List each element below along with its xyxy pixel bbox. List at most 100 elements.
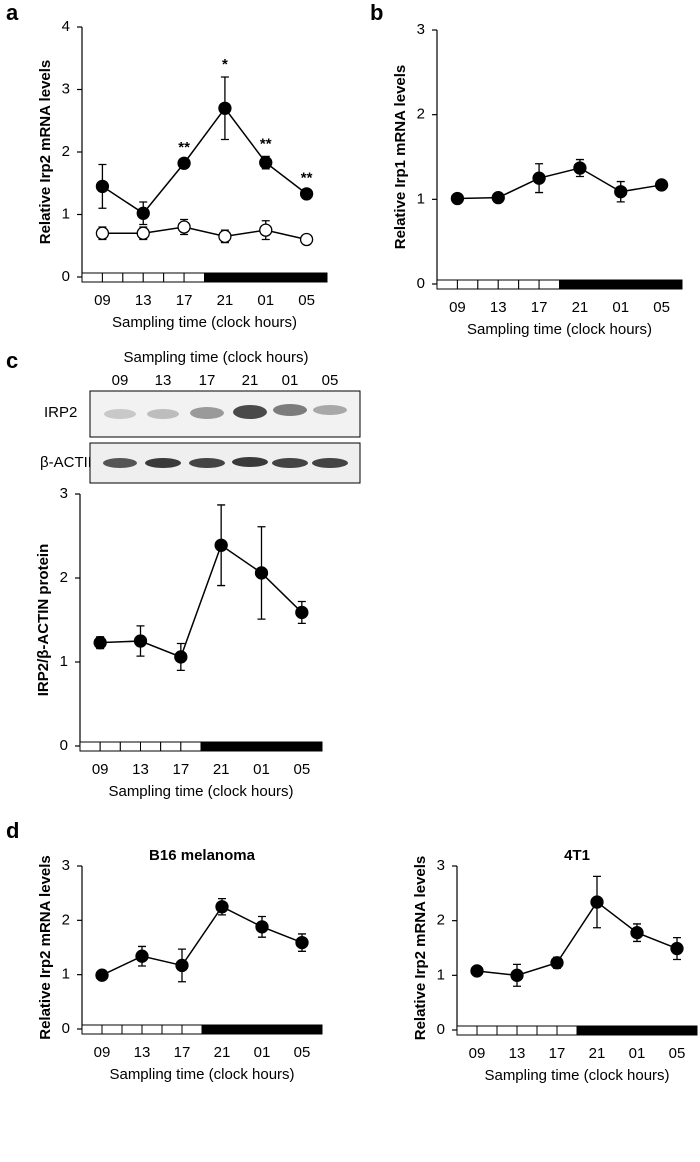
light-dark-bar <box>620 279 642 290</box>
light-dark-bar <box>99 741 121 752</box>
y-axis-label: Relative Irp2 mRNA levels <box>412 856 429 1041</box>
light-dark-bar <box>640 279 663 290</box>
light-dark-bar <box>656 1025 678 1036</box>
x-axis-label: Sampling time (clock hours) <box>467 321 652 338</box>
data-point <box>654 178 669 192</box>
data-point <box>177 156 191 170</box>
band <box>312 458 348 468</box>
data-point <box>299 232 314 247</box>
series-line <box>457 167 662 200</box>
light-dark-bar <box>281 1024 303 1035</box>
light-dark-bar <box>536 1025 558 1036</box>
light-dark-bar <box>676 1025 698 1036</box>
lane-label: 13 <box>155 372 172 389</box>
light-dark-bar <box>261 1024 283 1035</box>
chart-title: B16 melanoma <box>149 847 256 864</box>
light-dark-bar <box>161 1024 183 1035</box>
light-dark-bar <box>661 279 683 290</box>
significance: ** <box>178 139 190 156</box>
x-axis-label: Sampling time (clock hours) <box>109 1066 294 1083</box>
data-point <box>93 636 107 650</box>
x-tick-label: 13 <box>490 299 507 316</box>
x-tick-label: 17 <box>531 299 548 316</box>
light-dark-bar <box>576 1025 598 1036</box>
x-axis-label: Sampling time (clock hours) <box>108 783 293 800</box>
data-point <box>299 187 314 201</box>
band <box>273 404 307 416</box>
x-axis-label: Sampling time (clock hours) <box>112 314 297 331</box>
x-tick-label: 05 <box>653 299 670 316</box>
light-dark-bar <box>181 1024 203 1035</box>
x-tick-label: 05 <box>293 761 310 778</box>
x-tick-label: 13 <box>509 1045 526 1062</box>
x-tick-label: 05 <box>669 1045 686 1062</box>
light-dark-bar <box>496 1025 518 1036</box>
x-tick-label: 17 <box>174 1044 191 1061</box>
light-dark-bar <box>241 1024 263 1035</box>
light-dark-bar <box>636 1025 658 1036</box>
data-point <box>573 161 587 175</box>
x-tick-label: 21 <box>217 292 234 309</box>
series-line <box>101 905 303 976</box>
x-tick-label: 05 <box>294 1044 311 1061</box>
data-point <box>470 964 484 978</box>
y-tick-label: 3 <box>62 857 70 874</box>
y-tick-label: 2 <box>62 143 70 160</box>
lane-label: 17 <box>199 372 216 389</box>
data-point <box>218 229 232 244</box>
light-dark-bar <box>101 272 124 283</box>
x-tick-label: 17 <box>549 1045 566 1062</box>
blot-title: Sampling time (clock hours) <box>123 349 308 366</box>
data-point <box>254 566 269 580</box>
data-point <box>630 926 644 940</box>
light-dark-bar <box>119 741 142 752</box>
light-dark-bar <box>476 1025 498 1036</box>
light-dark-bar <box>201 1024 223 1035</box>
light-dark-bar <box>516 1025 538 1036</box>
x-tick-label: 01 <box>612 299 629 316</box>
light-dark-bar <box>141 1024 163 1035</box>
light-dark-bar <box>221 1024 243 1035</box>
y-tick-label: 0 <box>60 737 68 754</box>
data-point <box>550 956 564 970</box>
x-tick-label: 09 <box>469 1045 486 1062</box>
light-dark-bar <box>140 741 162 752</box>
light-dark-bar <box>559 279 581 290</box>
x-tick-label: 21 <box>213 761 230 778</box>
y-tick-label: 1 <box>437 966 445 983</box>
data-point <box>450 191 465 206</box>
light-dark-bar <box>301 1024 323 1035</box>
significance: * <box>222 56 228 73</box>
light-dark-bar <box>220 741 242 752</box>
data-point <box>295 935 309 950</box>
band <box>272 458 308 468</box>
x-tick-label: 13 <box>135 292 152 309</box>
light-dark-bar <box>261 741 283 752</box>
lane-label: 01 <box>282 372 299 389</box>
light-dark-bar <box>616 1025 638 1036</box>
series-line <box>476 900 678 977</box>
data-point <box>136 206 150 220</box>
y-tick-label: 1 <box>417 190 425 207</box>
lane-label: 05 <box>322 372 339 389</box>
y-axis-label: IRP2/β-ACTIN protein <box>35 544 52 697</box>
significance: ** <box>301 170 313 187</box>
light-dark-bar <box>160 741 182 752</box>
light-dark-bar <box>599 279 622 290</box>
x-tick-label: 01 <box>257 292 274 309</box>
light-dark-bar <box>456 1025 478 1036</box>
data-point <box>214 538 228 552</box>
band <box>313 405 347 415</box>
y-tick-label: 3 <box>417 21 425 38</box>
y-tick-label: 1 <box>62 205 70 222</box>
series-line <box>100 544 303 658</box>
x-tick-label: 09 <box>449 299 466 316</box>
light-dark-bar <box>121 1024 143 1035</box>
band <box>104 409 136 419</box>
light-dark-bar <box>204 272 226 283</box>
data-point <box>95 179 110 194</box>
data-point <box>95 226 110 240</box>
light-dark-bar <box>456 279 479 290</box>
y-tick-label: 2 <box>60 569 68 586</box>
